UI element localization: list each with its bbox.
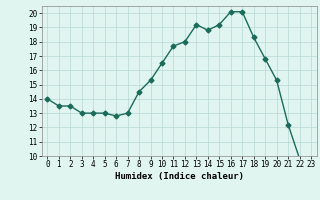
- X-axis label: Humidex (Indice chaleur): Humidex (Indice chaleur): [115, 172, 244, 181]
